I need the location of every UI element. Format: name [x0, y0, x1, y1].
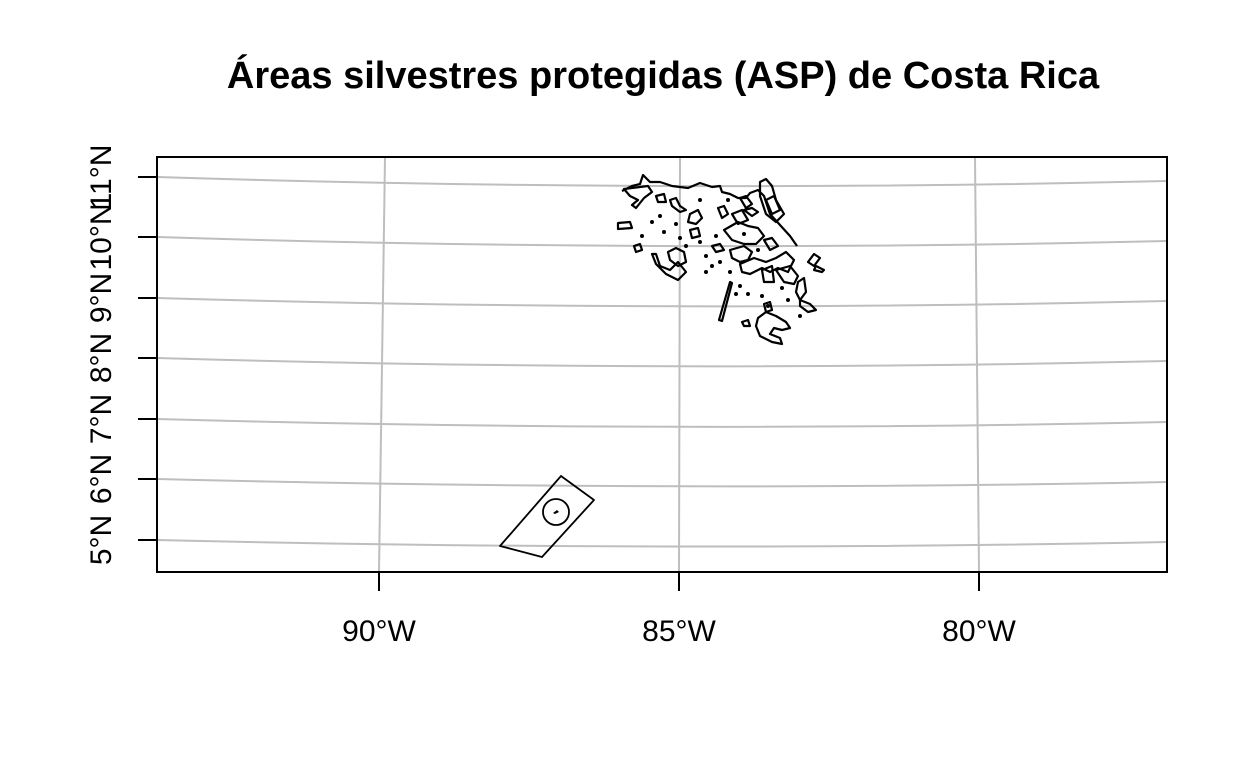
y-tick-label: 7°N — [85, 394, 118, 444]
y-tick-label: 6°N — [85, 454, 118, 504]
asp-small — [742, 232, 746, 236]
asp-braulio — [722, 220, 766, 246]
asp-gandoca — [812, 264, 826, 274]
asp-small — [756, 248, 760, 252]
asp-small — [780, 286, 784, 290]
asp-small — [738, 284, 742, 288]
asp-cordillera — [762, 236, 780, 252]
plot-title: Áreas silvestres protegidas (ASP) de Cos… — [226, 55, 1100, 97]
asp-arenal — [686, 208, 704, 226]
asp-small — [786, 298, 790, 302]
graticule-lat-9 — [156, 297, 1168, 308]
y-tick-label: 9°N — [85, 273, 118, 323]
graticule-lon-90 — [378, 156, 386, 573]
asp-small — [704, 270, 708, 274]
graticule-lat-8 — [156, 357, 1168, 368]
asp-northwest — [622, 184, 654, 210]
y-tick-label: 5°N — [85, 515, 118, 565]
x-tick-label: 90°W — [342, 615, 416, 648]
asp-cahuita — [806, 252, 822, 268]
asp-small — [674, 222, 678, 226]
x-tick-label: 85°W — [642, 615, 716, 648]
asp-nicoya-west — [616, 220, 634, 231]
asp-pacifico-2 — [794, 276, 808, 302]
asp-osa-coast — [798, 298, 818, 314]
asp-nicoya-1 — [632, 242, 644, 254]
asp-central-1 — [738, 194, 754, 210]
asp-carara — [666, 246, 688, 268]
asp-small — [760, 294, 764, 298]
asp-small — [698, 198, 702, 202]
asp-volcan-1 — [716, 204, 730, 220]
asp-small — [662, 230, 666, 234]
asp-la-amistad — [738, 250, 796, 276]
asp-marine-line — [717, 280, 734, 323]
asp-small — [718, 260, 722, 264]
asp-small — [658, 214, 662, 218]
asp-talamanca — [760, 264, 776, 284]
asp-guanacaste-2 — [668, 196, 688, 214]
asp-central-3 — [688, 226, 702, 240]
asp-small — [650, 220, 654, 224]
asp-small — [640, 234, 644, 238]
y-tick-label: 11°N — [85, 145, 118, 210]
y-tick-label: 8°N — [85, 333, 118, 383]
asp-small — [726, 198, 730, 202]
asp-small — [710, 264, 714, 268]
isla-del-coco-marine-area — [499, 475, 595, 558]
graticule-lat-7 — [156, 418, 1168, 428]
y-tick-label: 10°N — [85, 203, 118, 270]
x-axis: 90°W 85°W 80°W — [342, 572, 1017, 648]
graticule-lon-85 — [678, 156, 681, 573]
asp-nicoya-cabo-blanco — [650, 252, 688, 282]
asp-small — [728, 270, 732, 274]
isla-del-coco-buffer — [542, 498, 570, 526]
graticule-lat-11 — [156, 176, 1168, 188]
isla-del-coco-island — [553, 510, 559, 514]
asp-polygons — [499, 173, 826, 558]
asp-caribe-north — [764, 194, 782, 216]
graticule-lon-80 — [974, 156, 980, 573]
asp-corcovado — [754, 310, 792, 346]
asp-small — [678, 236, 682, 240]
graticule-lat-6 — [156, 478, 1168, 488]
asp-volcan-2 — [730, 208, 750, 226]
asp-central-4 — [710, 242, 726, 254]
asp-small — [766, 304, 770, 308]
graticule — [156, 156, 1168, 573]
x-tick-label: 80°W — [942, 615, 1016, 648]
asp-cano — [740, 318, 752, 328]
y-axis: 5°N 6°N 7°N 8°N 9°N 10°N 11°N — [85, 145, 157, 565]
plot-frame — [156, 156, 1168, 573]
asp-central-2 — [742, 206, 760, 218]
graticule-lat-5 — [156, 539, 1168, 548]
asp-tortuguero — [758, 177, 786, 224]
asp-small — [734, 292, 738, 296]
graticule-lat-10 — [156, 236, 1168, 248]
asp-golfo-dulce — [762, 300, 774, 314]
asp-small — [704, 254, 708, 258]
asp-small — [698, 240, 702, 244]
asp-small — [684, 244, 688, 248]
asp-small — [746, 292, 750, 296]
asp-small — [798, 314, 802, 318]
asp-guanacaste-1 — [654, 192, 668, 204]
asp-small — [714, 234, 718, 238]
asp-pacifico-1 — [774, 264, 800, 286]
